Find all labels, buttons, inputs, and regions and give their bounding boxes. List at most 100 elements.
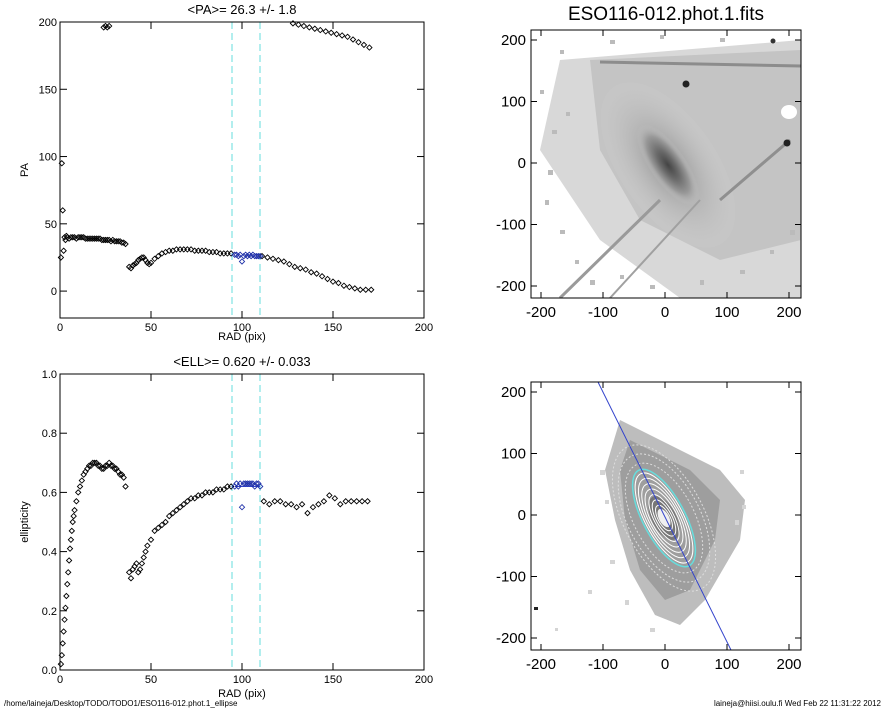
fits-y-tick-label: -100 (496, 217, 526, 234)
pa-selected-point (231, 251, 238, 259)
pa-x-tick-label: 200 (415, 322, 433, 334)
pa-data-point (91, 235, 98, 242)
pa-data-point (202, 247, 209, 254)
pa-data-point (187, 246, 195, 253)
isophote-panel: -200 -100 0 100 200 200 100 0 -100 -200 (496, 381, 802, 673)
pa-data-point (69, 234, 76, 241)
isophote-image-axes: -200 -100 0 100 200 200 100 0 -100 -200 (496, 382, 802, 673)
pa-data-points (57, 20, 375, 293)
pa-x-tick-label: 150 (324, 322, 342, 334)
ell-data-point (293, 503, 300, 511)
ell-data-point (309, 503, 317, 511)
pa-data-point (351, 285, 359, 292)
ell-data-point (57, 660, 65, 668)
pa-data-point (127, 264, 135, 272)
ell-data-point (144, 542, 151, 549)
ell-plot-frame (59, 373, 425, 671)
pa-data-point (269, 255, 277, 263)
ell-data-point (64, 580, 71, 588)
pa-ylabel: PA (19, 162, 31, 177)
isophote-y-tick-label: 0 (518, 507, 526, 524)
pa-selected-point (238, 258, 246, 265)
pa-data-point (122, 240, 129, 248)
ell-data-point (184, 498, 191, 505)
ell-data-point (78, 477, 86, 484)
pa-data-point (317, 26, 324, 34)
pa-data-point (275, 256, 282, 264)
ell-data-point (127, 575, 135, 582)
ell-data-point (120, 474, 127, 481)
pa-data-point (327, 29, 335, 36)
ell-data-point (209, 489, 217, 496)
fits-image-frame (530, 29, 802, 299)
fits-y-tick-label: 0 (518, 155, 526, 172)
ell-data-point (227, 483, 235, 490)
pa-data-point (87, 235, 95, 242)
pa-data-point (176, 246, 184, 253)
ell-data-point (282, 501, 289, 508)
ell-panel: <ELL>= 0.620 +/- 0.033 0 50 100 150 200 0.0 0.… (19, 354, 433, 700)
ell-data-point (206, 489, 213, 496)
pa-data-point (338, 32, 346, 39)
pa-selected-point (236, 251, 244, 259)
ell-data-point (61, 616, 68, 623)
ell-data-point (60, 628, 67, 635)
ell-data-point (122, 483, 129, 490)
pa-data-point (198, 247, 206, 254)
ell-x-tick-label: 200 (415, 674, 433, 686)
pa-x-tick-label: 50 (145, 322, 157, 334)
fits-y-tick-label: 100 (501, 94, 526, 111)
pa-y-tick-label: 200 (39, 17, 57, 29)
pa-data-point (57, 254, 65, 261)
pa-data-point (131, 260, 138, 268)
ell-data-point (62, 604, 69, 612)
isophote-x-tick-label: -200 (526, 656, 556, 673)
ell-y-tick-label: 1.0 (42, 369, 57, 381)
pa-data-point (85, 235, 93, 242)
pa-selected-point (255, 252, 262, 260)
fits-y-tick-label: 200 (501, 32, 526, 49)
pa-data-point (322, 28, 329, 35)
pa-data-point (209, 248, 217, 256)
fits-x-tick-label: -100 (588, 304, 618, 321)
ell-data-point (66, 545, 74, 552)
pa-data-point (60, 247, 67, 254)
ell-data-point (304, 509, 311, 517)
pa-data-point (367, 286, 375, 293)
ell-data-point (116, 471, 124, 478)
pa-data-point (335, 279, 342, 287)
ell-data-point (337, 501, 344, 508)
pa-data-point (89, 235, 96, 242)
ell-ylabel: ellipticity (19, 501, 31, 543)
ell-data-point (162, 518, 169, 526)
ell-y-tick-label: 0.6 (42, 487, 57, 499)
ell-axes: 0 50 100 150 200 0.0 0.2 0.4 0.6 0.8 1.0 (42, 369, 433, 686)
ell-data-point (220, 486, 228, 493)
ell-data-point (358, 498, 366, 505)
pa-panel: <PA>= 26.3 +/- 1.8 0 50 100 150 200 0 50 100 150… (19, 2, 433, 343)
ell-data-point (326, 492, 333, 499)
ell-y-tick-label: 0.0 (42, 665, 57, 677)
pa-data-point (227, 250, 235, 257)
pa-data-point (286, 260, 293, 268)
ell-data-point (85, 462, 93, 469)
ell-data-point (155, 524, 162, 532)
ell-selected-point (253, 480, 260, 487)
ell-data-point (165, 512, 173, 520)
ell-data-point (107, 462, 115, 469)
ell-data-point (342, 498, 349, 505)
ell-title: <ELL>= 0.620 +/- 0.033 (173, 354, 310, 369)
ell-data-point (198, 492, 206, 499)
ell-data-point (73, 498, 80, 505)
isophote-y-tick-label: 200 (501, 384, 526, 401)
pa-data-point (155, 252, 162, 260)
pa-data-point (78, 234, 86, 241)
ell-data-point (176, 503, 184, 511)
pa-data-point (135, 256, 142, 264)
ell-selected-point (247, 480, 255, 487)
ell-data-point (151, 527, 158, 535)
isophote-y-tick-label: 100 (501, 446, 526, 463)
footer-user-date: laineja@hiisi.oulu.fi Wed Feb 22 11:31:2… (714, 699, 882, 708)
isophote-y-tick-label: -100 (496, 569, 526, 586)
pa-data-point (324, 275, 331, 283)
